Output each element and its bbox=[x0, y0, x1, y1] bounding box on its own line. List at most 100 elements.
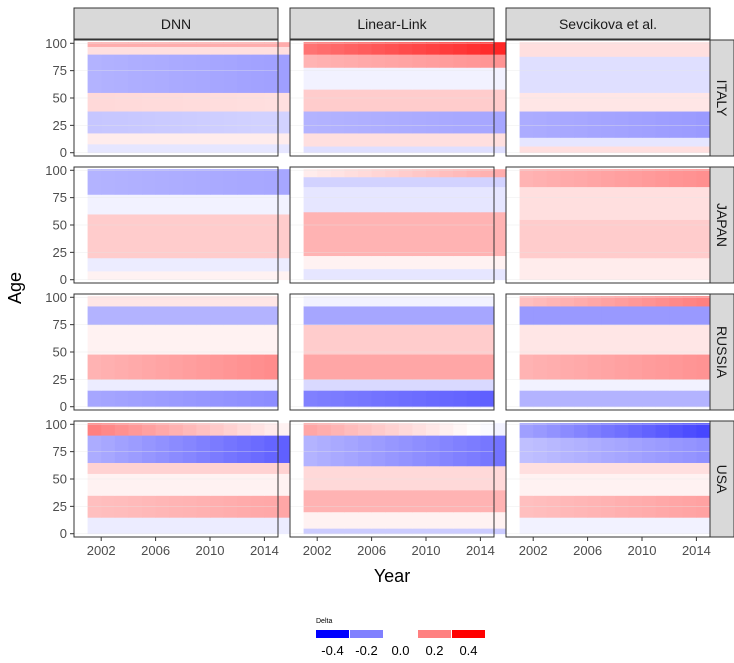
heat-cell bbox=[87, 306, 102, 326]
heat-cell bbox=[264, 270, 279, 281]
heat-cell bbox=[330, 176, 345, 188]
heat-cell bbox=[250, 194, 265, 215]
heat-cell bbox=[264, 296, 279, 307]
heat-cell bbox=[223, 517, 238, 535]
heat-cell bbox=[250, 270, 265, 281]
heat-cell bbox=[196, 390, 211, 408]
heat-cell bbox=[330, 54, 345, 68]
heat-cell bbox=[466, 435, 481, 467]
panel-dnn-italy bbox=[73, 39, 292, 157]
heat-cell bbox=[237, 42, 252, 47]
heat-cell bbox=[574, 56, 588, 93]
heat-cell bbox=[317, 465, 332, 491]
heat-cell bbox=[587, 111, 602, 138]
heat-cell bbox=[264, 423, 279, 436]
heat-cell bbox=[642, 296, 656, 307]
heat-cell bbox=[87, 257, 102, 272]
heat-cell bbox=[574, 437, 588, 463]
heat-cell bbox=[303, 89, 318, 112]
heat-cell bbox=[655, 423, 670, 438]
heat-cell bbox=[87, 390, 102, 408]
heat-cell bbox=[114, 54, 129, 93]
heat-cell bbox=[371, 511, 386, 529]
heat-cell bbox=[344, 423, 359, 436]
heat-cell bbox=[210, 143, 224, 154]
heat-cell bbox=[210, 462, 224, 474]
legend-swatch bbox=[350, 630, 383, 638]
heat-cell bbox=[574, 137, 588, 147]
heat-cell bbox=[317, 42, 332, 55]
heat-cell bbox=[655, 146, 670, 154]
heat-cell bbox=[453, 268, 468, 281]
heat-cell bbox=[412, 528, 427, 535]
heat-cell bbox=[128, 54, 143, 93]
heat-cell bbox=[426, 133, 440, 147]
heat-cell bbox=[682, 462, 697, 474]
heat-cell bbox=[546, 324, 561, 355]
heat-cell bbox=[210, 324, 224, 355]
heat-cell bbox=[398, 89, 413, 112]
heat-cell bbox=[655, 473, 670, 496]
heat-cell bbox=[453, 528, 468, 535]
heat-cell bbox=[466, 379, 481, 391]
heat-cell bbox=[250, 214, 265, 259]
heat-band-dnn-usa-4 bbox=[87, 435, 292, 463]
heat-cell bbox=[223, 390, 238, 408]
heat-cell bbox=[466, 186, 481, 213]
heat-cell bbox=[426, 54, 440, 68]
heat-cell bbox=[128, 354, 143, 380]
heat-cell bbox=[358, 435, 372, 467]
heat-cell bbox=[696, 42, 711, 57]
heat-cell bbox=[330, 133, 345, 147]
heat-cell bbox=[601, 146, 616, 154]
heat-cell bbox=[182, 194, 197, 215]
heat-cell bbox=[385, 511, 400, 529]
heat-cell bbox=[371, 169, 386, 178]
heat-cell bbox=[494, 67, 508, 90]
heat-cell bbox=[696, 354, 711, 380]
heat-cell bbox=[128, 46, 143, 55]
heat-cell bbox=[210, 257, 224, 272]
heat-cell bbox=[278, 435, 292, 463]
panel-linear-link-japan bbox=[289, 166, 508, 284]
heat-cell bbox=[546, 517, 561, 535]
heat-cell bbox=[303, 390, 318, 408]
heat-cell bbox=[317, 89, 332, 112]
heat-band-linear-link-japan-3 bbox=[303, 186, 508, 213]
heat-cell bbox=[128, 306, 143, 326]
heat-cell bbox=[682, 92, 697, 112]
heat-cell bbox=[358, 390, 372, 408]
heat-cell bbox=[223, 169, 238, 195]
heat-cell bbox=[114, 390, 129, 408]
heat-cell bbox=[128, 324, 143, 355]
heat-cell bbox=[114, 296, 129, 307]
heat-cell bbox=[371, 111, 386, 134]
heat-cell bbox=[655, 517, 670, 535]
heat-cell bbox=[101, 54, 116, 93]
heat-cell bbox=[533, 437, 548, 463]
heat-cell bbox=[412, 465, 427, 491]
heat-cell bbox=[574, 257, 588, 281]
heat-cell bbox=[385, 296, 400, 307]
heat-cell bbox=[642, 473, 656, 496]
heat-cell bbox=[128, 214, 143, 259]
heat-cell bbox=[317, 255, 332, 270]
heat-cell bbox=[237, 435, 252, 463]
heat-cell bbox=[303, 296, 318, 307]
heat-cell bbox=[114, 379, 129, 391]
legend-label: -0.4 bbox=[321, 643, 343, 658]
heat-cell bbox=[142, 354, 156, 380]
heat-cell bbox=[682, 296, 697, 307]
x-tick-label: 2002 bbox=[519, 543, 548, 558]
heat-cell bbox=[587, 146, 602, 154]
heat-cell bbox=[628, 92, 643, 112]
heat-cell bbox=[303, 133, 318, 147]
heat-cell bbox=[398, 306, 413, 326]
heat-band-dnn-italy-4 bbox=[87, 54, 292, 93]
heat-cell bbox=[210, 379, 224, 391]
heat-cell bbox=[546, 186, 561, 220]
heat-cell bbox=[546, 56, 561, 93]
heat-cell bbox=[237, 169, 252, 195]
panel-sevcikova-et-al-usa bbox=[505, 420, 724, 538]
heat-cell bbox=[669, 169, 684, 188]
